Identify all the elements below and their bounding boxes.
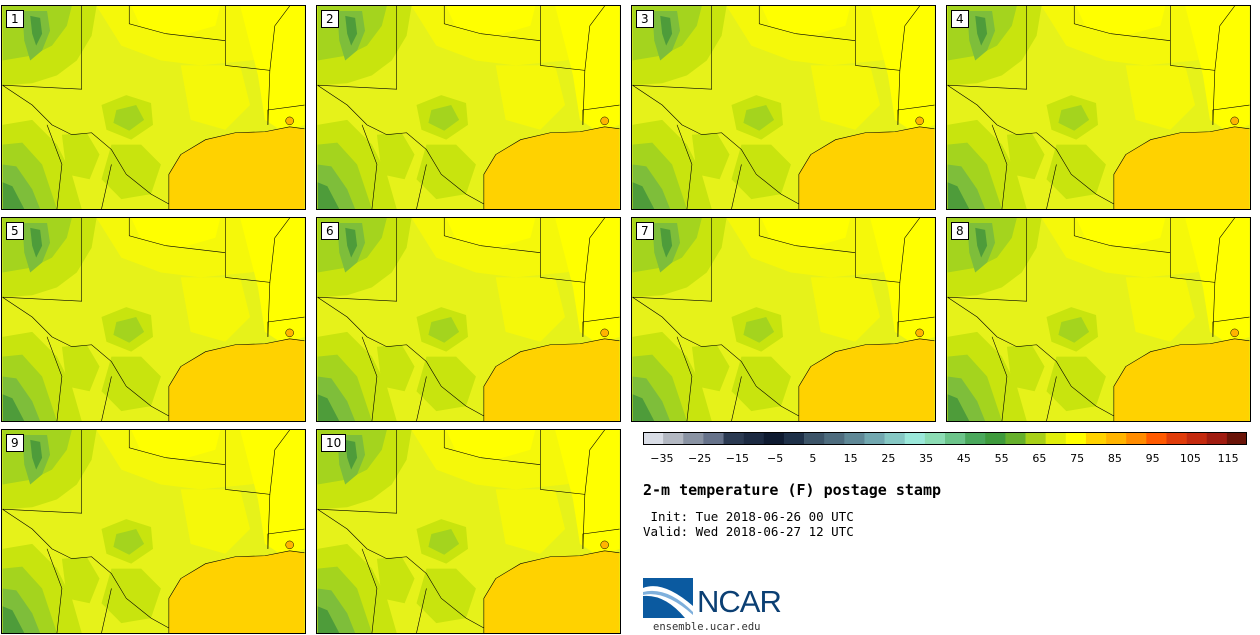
colorbar-swatch: [1005, 432, 1026, 445]
panel-number: 10: [321, 434, 347, 452]
temperature-map: [947, 6, 1250, 209]
panel-number: 4: [951, 10, 969, 28]
map-panel-7: 7: [631, 217, 936, 422]
ensemble-url: ensemble.ucar.edu: [653, 621, 761, 633]
panel-number: 7: [636, 222, 654, 240]
colorbar-swatch: [683, 432, 704, 445]
colorbar-swatch: [1206, 432, 1228, 445]
colorbar-swatch: [763, 432, 785, 445]
map-panel-6: 6: [316, 217, 621, 422]
colorbar-swatch: [904, 432, 926, 445]
init-time: Init: Tue 2018-06-26 00 UTC: [643, 509, 854, 524]
map-panel-10: 10: [316, 429, 621, 634]
colorbar-swatch: [663, 432, 684, 445]
temperature-map: [2, 218, 305, 421]
colorbar-tick-label: 115: [1217, 452, 1239, 465]
panel-number: 1: [6, 10, 24, 28]
colorbar-swatch: [844, 432, 865, 445]
valid-time: Valid: Wed 2018-06-27 12 UTC: [643, 524, 854, 539]
temperature-map: [2, 6, 305, 209]
colorbar-swatch: [1146, 432, 1167, 445]
chart-title: 2-m temperature (F) postage stamp: [643, 481, 942, 499]
map-panel-3: 3: [631, 5, 936, 210]
map-panel-5: 5: [1, 217, 306, 422]
panel-number: 8: [951, 222, 969, 240]
colorbar-swatch: [743, 432, 765, 445]
colorbar-tick-label: 45: [956, 452, 971, 465]
colorbar-swatch: [985, 432, 1006, 445]
colorbar-swatch: [945, 432, 966, 445]
colorbar-tick-label: −25: [688, 452, 712, 465]
colorbar-tick-label: −35: [650, 452, 674, 465]
panel-number: 5: [6, 222, 24, 240]
colorbar-tick-label: 85: [1107, 452, 1122, 465]
colorbar-swatch: [924, 432, 946, 445]
temperature-map: [2, 430, 305, 633]
colorbar-tick-label: 65: [1032, 452, 1047, 465]
colorbar-swatch: [1186, 432, 1208, 445]
colorbar-border: [643, 432, 1247, 445]
colorbar-swatch: [804, 432, 825, 445]
colorbar-tick-label: 35: [919, 452, 934, 465]
temperature-colorbar: [643, 432, 1247, 445]
colorbar-swatch: [1065, 432, 1087, 445]
colorbar-swatch: [884, 432, 906, 445]
temperature-map: [317, 430, 620, 633]
ncar-logo-icon: [643, 578, 693, 618]
panel-number: 9: [6, 434, 24, 452]
colorbar-tick-label: 95: [1145, 452, 1160, 465]
colorbar-tick-label: 5: [809, 452, 817, 465]
colorbar-swatch: [1025, 432, 1046, 445]
map-panel-8: 8: [946, 217, 1251, 422]
colorbar-tick-label: 25: [881, 452, 896, 465]
colorbar-tick-label: −5: [767, 452, 784, 465]
map-panel-9: 9: [1, 429, 306, 634]
colorbar-tick-label: −15: [725, 452, 749, 465]
colorbar-swatch: [1085, 432, 1107, 445]
colorbar-tick-label: 15: [843, 452, 858, 465]
colorbar-tick-label: 75: [1070, 452, 1085, 465]
map-panel-4: 4: [946, 5, 1251, 210]
colorbar-tick-label: 55: [994, 452, 1009, 465]
colorbar-tick-label: 105: [1179, 452, 1201, 465]
colorbar-swatch: [965, 432, 986, 445]
colorbar-swatch: [1226, 432, 1247, 445]
panel-number: 3: [636, 10, 654, 28]
temperature-map: [317, 218, 620, 421]
panel-number: 2: [321, 10, 339, 28]
colorbar-swatch: [1045, 432, 1067, 445]
colorbar-tick-labels: −35 −25 −15 −5 5 15 25 35 45 55 65 75 85 95 105 115: [643, 452, 1247, 468]
map-panel-2: 2: [316, 5, 621, 210]
colorbar-swatch: [643, 432, 664, 445]
map-panel-1: 1: [1, 5, 306, 210]
temperature-map: [632, 218, 935, 421]
colorbar-swatch: [824, 432, 845, 445]
ncar-logo-text: NCAR: [697, 584, 782, 619]
temperature-map: [317, 6, 620, 209]
colorbar-swatch: [783, 432, 805, 445]
colorbar-swatch: [723, 432, 744, 445]
temperature-map: [947, 218, 1250, 421]
colorbar-swatch: [703, 432, 724, 445]
temperature-map: [632, 6, 935, 209]
colorbar-swatch: [1126, 432, 1147, 445]
colorbar-swatch: [1166, 432, 1187, 445]
panel-number: 6: [321, 222, 339, 240]
colorbar-swatch: [1106, 432, 1127, 445]
colorbar-swatch: [864, 432, 885, 445]
